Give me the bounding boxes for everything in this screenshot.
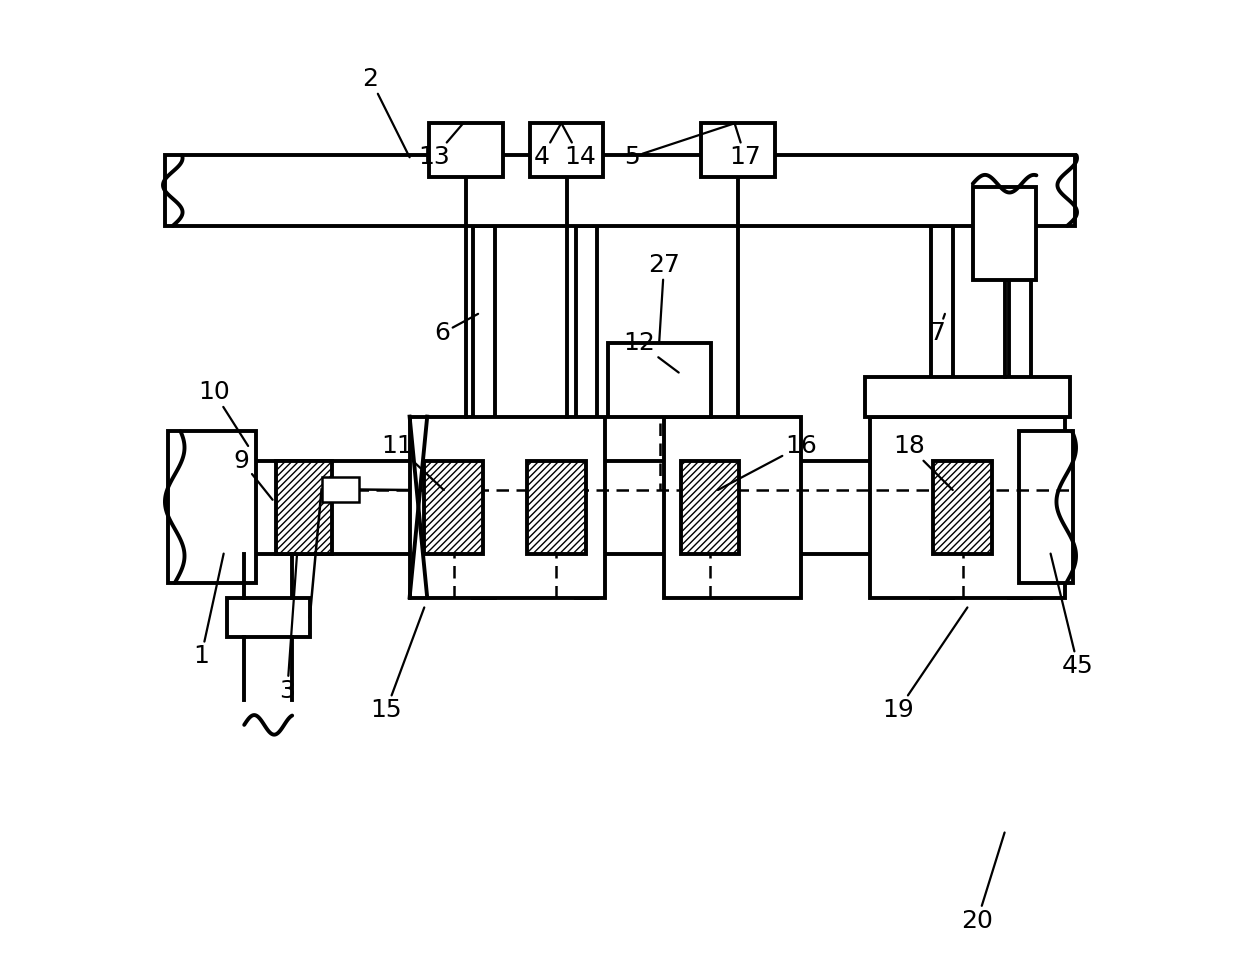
Bar — [702, 123, 775, 176]
Bar — [575, 225, 598, 598]
Bar — [227, 598, 310, 637]
Text: 27: 27 — [649, 253, 680, 343]
Text: 45: 45 — [1050, 554, 1094, 678]
Text: 10: 10 — [198, 380, 248, 446]
Text: 13: 13 — [418, 123, 464, 170]
Bar — [931, 225, 952, 598]
Bar — [934, 461, 992, 554]
Text: 19: 19 — [882, 608, 967, 722]
Bar — [1019, 431, 1073, 583]
Text: 7: 7 — [930, 314, 946, 345]
Bar — [973, 186, 1037, 279]
Text: 2: 2 — [362, 67, 409, 157]
Bar — [170, 461, 1068, 554]
Bar — [1009, 225, 1030, 598]
Bar — [167, 431, 255, 583]
Text: 18: 18 — [893, 434, 952, 490]
Bar — [529, 123, 604, 176]
Bar — [165, 155, 1075, 225]
Bar — [321, 477, 358, 502]
Bar — [424, 461, 484, 554]
Text: 1: 1 — [193, 554, 223, 668]
Text: 12: 12 — [624, 331, 678, 372]
Bar — [474, 225, 495, 598]
Text: 11: 11 — [381, 434, 444, 490]
Bar — [409, 416, 605, 598]
Bar — [609, 343, 711, 416]
Bar — [869, 416, 1065, 598]
Bar — [429, 123, 502, 176]
Text: 4: 4 — [533, 123, 562, 170]
Text: 14: 14 — [562, 123, 595, 170]
Bar — [275, 461, 332, 554]
Text: 20: 20 — [961, 833, 1004, 933]
Bar — [864, 377, 1070, 416]
Text: 17: 17 — [729, 123, 761, 170]
Bar — [665, 416, 801, 598]
Bar — [527, 461, 585, 554]
Text: 6: 6 — [434, 314, 479, 345]
Text: 3: 3 — [279, 554, 298, 703]
Text: 15: 15 — [371, 608, 424, 722]
Text: 5: 5 — [624, 123, 735, 170]
Bar — [681, 461, 739, 554]
Text: 16: 16 — [718, 434, 817, 490]
Text: 9: 9 — [233, 449, 273, 500]
